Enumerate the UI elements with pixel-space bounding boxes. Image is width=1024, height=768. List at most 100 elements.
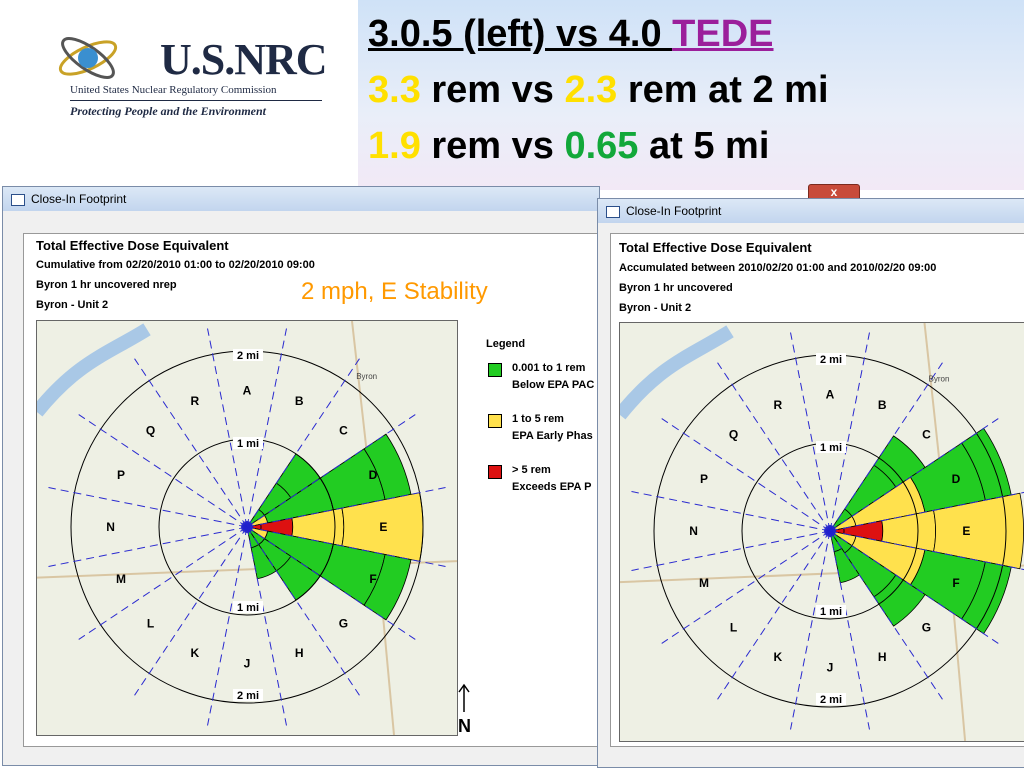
sector-line <box>207 526 248 726</box>
ring-label-bg <box>233 689 263 701</box>
sector-label-k: K <box>773 650 782 664</box>
legend-swatch-green <box>488 363 502 377</box>
sector-line <box>661 418 831 532</box>
legend-1-line2: Below EPA PAC <box>512 379 595 391</box>
sector-label-h: H <box>878 650 887 664</box>
sector-line <box>717 362 831 532</box>
ring-label-bg <box>816 441 846 453</box>
ring-label: 2 mi <box>820 354 842 366</box>
sector-label-d: D <box>369 468 378 482</box>
sector-line <box>134 358 248 528</box>
sector-label-e: E <box>962 524 970 538</box>
ring-label: 1 mi <box>237 438 259 450</box>
sector-label-e: E <box>379 520 387 534</box>
sector-label-c: C <box>922 428 931 442</box>
logo-subtitle: United States Nuclear Regulatory Commiss… <box>70 84 277 96</box>
sector-line <box>246 526 416 640</box>
right-line2: Byron 1 hr uncovered <box>619 282 733 294</box>
right-window-title: Close-In Footprint <box>626 204 722 218</box>
sector-label-q: Q <box>729 428 738 442</box>
ring-label: 1 mi <box>820 442 842 454</box>
window-icon <box>606 206 620 218</box>
sector-line <box>829 418 999 532</box>
legend-3-line2: Exceeds EPA P <box>512 481 592 493</box>
left-window-titlebar[interactable]: Close-In Footprint <box>3 187 599 211</box>
legend-title: Legend <box>486 338 526 350</box>
ring-label: 1 mi <box>237 602 259 614</box>
sector-label-l: L <box>147 616 154 630</box>
sector-label-g: G <box>339 616 348 630</box>
sector-label-k: K <box>190 646 199 660</box>
ring-label: 2 mi <box>237 690 259 702</box>
dose-wedge <box>363 553 412 621</box>
legend-swatch-red <box>488 465 502 479</box>
ring-label-bg <box>816 605 846 617</box>
sector-line <box>829 530 870 730</box>
dose-wedge <box>873 574 926 627</box>
sector-label-h: H <box>295 646 304 660</box>
nrc-logo: U.S.NRC United States Nuclear Regulatory… <box>50 18 340 128</box>
sector-line <box>829 362 943 532</box>
title-background <box>358 0 1024 190</box>
title-tede: TEDE <box>672 13 774 55</box>
sector-label-j: J <box>244 656 251 670</box>
ring-label-bg <box>816 353 846 365</box>
north-label: N <box>458 716 471 736</box>
dose-wedge <box>933 492 1024 570</box>
slide-title: 3.0.5 (left) vs 4.0 TEDE 3.3 rem vs 2.3 … <box>368 6 829 174</box>
sector-label-a: A <box>826 388 835 402</box>
legend-2-line2: EPA Early Phas <box>512 430 593 442</box>
title-0.65: 0.65 <box>564 125 639 167</box>
sector-label-b: B <box>295 394 304 408</box>
sector-label-r: R <box>190 394 199 408</box>
title-2.3: 2.3 <box>564 69 618 111</box>
sector-label-p: P <box>700 472 708 486</box>
place-label: Byron <box>929 375 950 384</box>
plant-marker <box>244 521 250 533</box>
sector-line <box>207 328 248 528</box>
sector-line <box>134 526 248 696</box>
place-label: Byron <box>356 372 377 381</box>
sector-line <box>717 530 831 700</box>
sector-label-p: P <box>117 468 125 482</box>
sector-label-l: L <box>730 620 737 634</box>
sector-label-d: D <box>952 472 961 486</box>
title-line2-text: rem vs <box>420 69 565 111</box>
sector-line <box>829 530 943 700</box>
dose-rose-map: A B C D E F G H J K L M N P Q R 1 mi 1 mi 2 mi 2 mi Byron <box>37 321 457 735</box>
north-arrow: N <box>458 683 471 737</box>
ring-label-bg <box>233 437 263 449</box>
sector-line <box>246 328 287 528</box>
sector-line <box>246 526 360 696</box>
right-window: Close-In Footprint Total Effective Dose … <box>597 198 1024 768</box>
ring-label-bg <box>816 693 846 705</box>
sector-line <box>631 530 831 571</box>
left-window: Close-In Footprint Total Effective Dose … <box>2 186 600 766</box>
ring-label: 2 mi <box>237 350 259 362</box>
sector-label-f: F <box>369 572 376 586</box>
sector-label-r: R <box>773 398 782 412</box>
sector-label-m: M <box>116 572 126 586</box>
river-feature <box>620 325 734 420</box>
north-arrow-icon <box>458 683 470 712</box>
right-map[interactable]: A B C D E F G H J K L M N P Q R 1 mi 1 mi 2 mi 2 mi Byron <box>619 322 1024 742</box>
sector-line <box>829 530 999 644</box>
sector-label-b: B <box>878 398 887 412</box>
sector-line <box>246 487 446 528</box>
left-line1: Cumulative from 02/20/2010 01:00 to 02/2… <box>36 259 315 271</box>
left-map[interactable]: A B C D E F G H J K L M N P Q R 1 mi 1 mi 2 mi 2 mi Byron <box>36 320 458 736</box>
sector-line <box>246 414 416 528</box>
sector-line <box>78 526 248 640</box>
window-icon <box>11 194 25 206</box>
legend-2-line1: 1 to 5 rem <box>512 413 564 425</box>
sector-label-f: F <box>952 576 959 590</box>
sector-line <box>829 332 870 532</box>
ring-label-bg <box>233 349 263 361</box>
sector-label-c: C <box>339 424 348 438</box>
left-line2: Byron 1 hr uncovered nrep <box>36 279 177 291</box>
right-window-titlebar[interactable]: Close-In Footprint <box>598 199 1024 223</box>
sector-line <box>246 526 446 567</box>
title-line1: 3.0.5 (left) vs 4.0 <box>368 13 673 55</box>
sector-line <box>246 526 287 726</box>
sector-line <box>631 491 831 532</box>
